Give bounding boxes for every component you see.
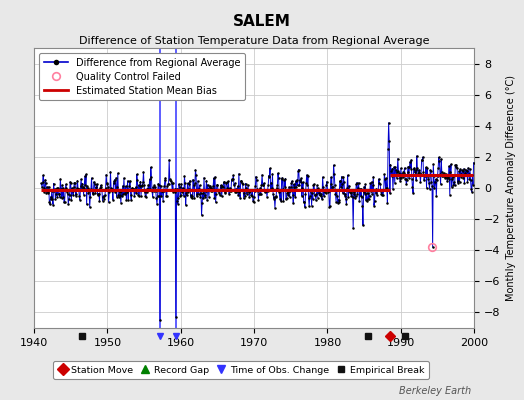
Y-axis label: Monthly Temperature Anomaly Difference (°C): Monthly Temperature Anomaly Difference (…	[506, 75, 516, 301]
Legend: Difference from Regional Average, Quality Control Failed, Estimated Station Mean: Difference from Regional Average, Qualit…	[39, 53, 245, 100]
Text: Berkeley Earth: Berkeley Earth	[399, 386, 472, 396]
Text: SALEM: SALEM	[233, 14, 291, 29]
Title: Difference of Station Temperature Data from Regional Average: Difference of Station Temperature Data f…	[79, 36, 429, 46]
Legend: Station Move, Record Gap, Time of Obs. Change, Empirical Break: Station Move, Record Gap, Time of Obs. C…	[53, 361, 429, 379]
